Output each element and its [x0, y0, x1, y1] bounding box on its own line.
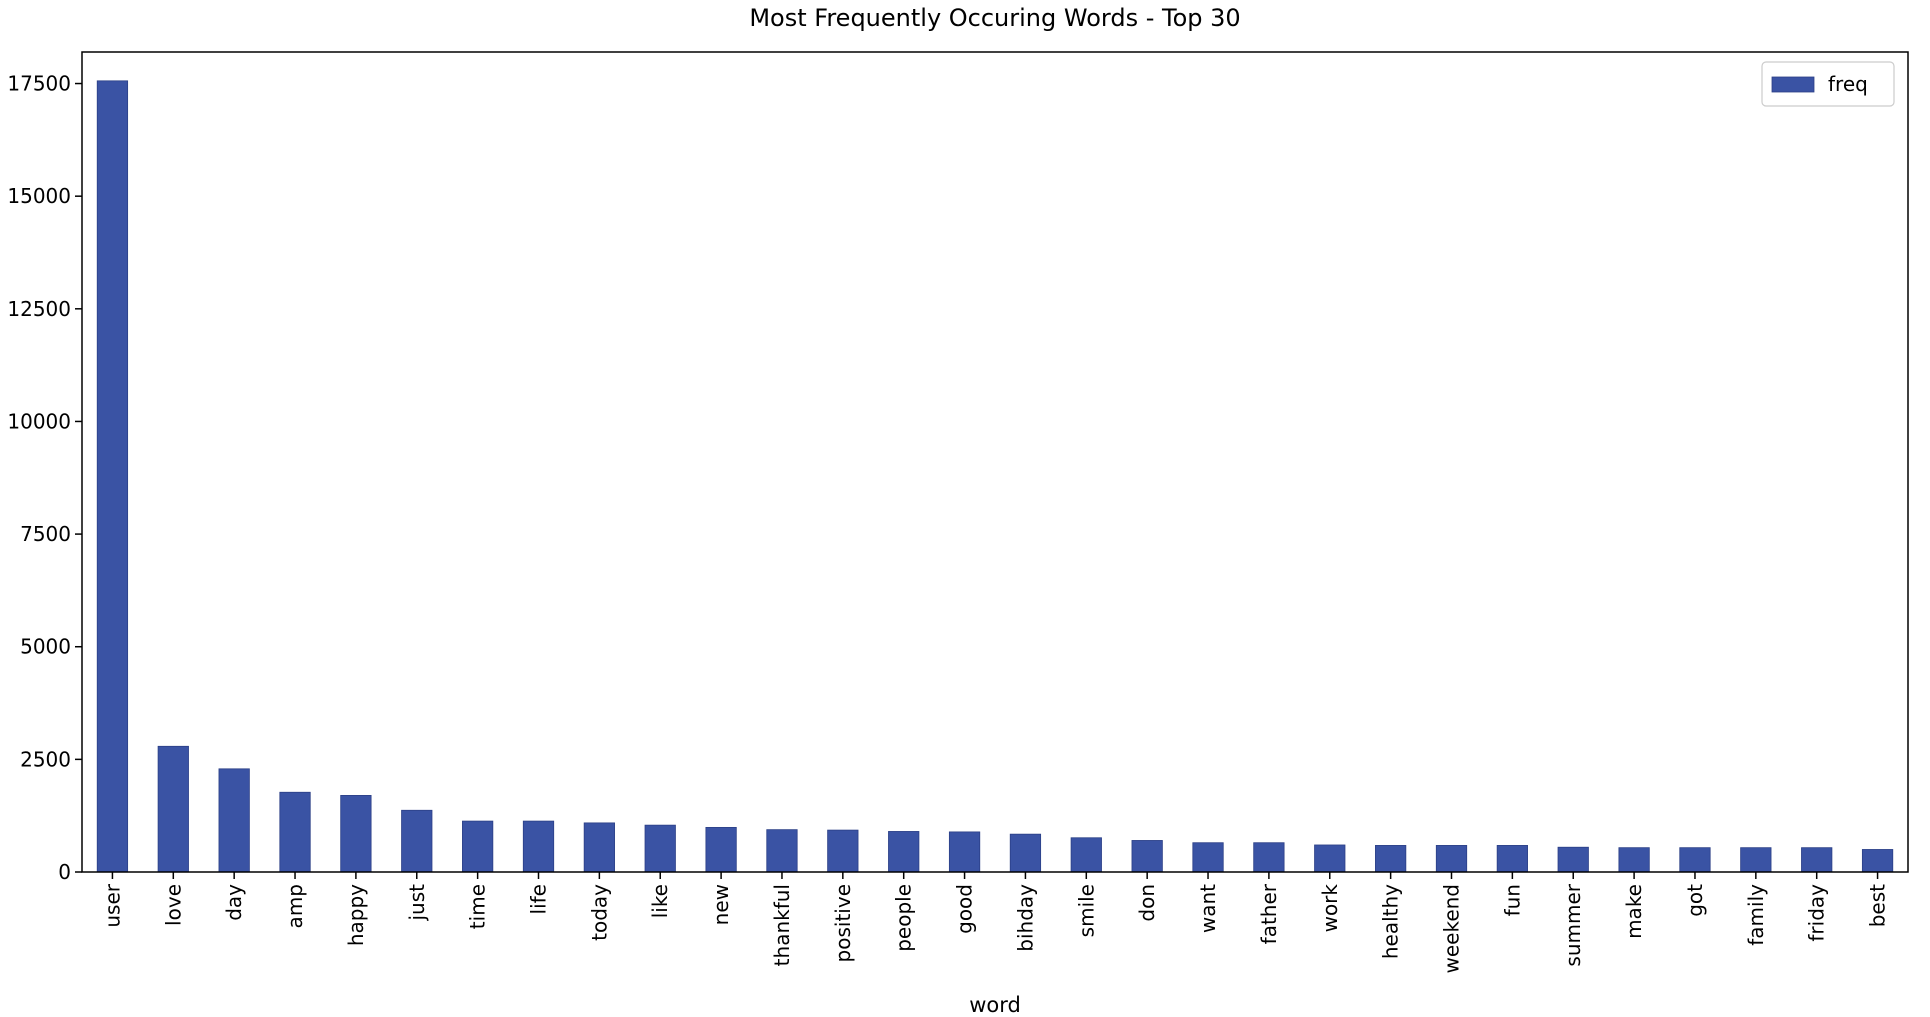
x-tick-label-weekend: weekend	[1440, 884, 1464, 974]
x-tick-label-father: father	[1257, 883, 1281, 944]
x-axis-ticks: user love day amp happy just time life today like…	[100, 872, 1890, 974]
x-tick-label-don: don	[1135, 884, 1159, 922]
x-tick-label-thankful: thankful	[770, 884, 794, 966]
bar-make	[1618, 847, 1650, 873]
x-tick-label-positive: positive	[831, 884, 855, 962]
bar-smile	[1070, 837, 1102, 873]
bar-new	[705, 826, 737, 873]
x-axis-label: word	[969, 993, 1021, 1017]
x-tick-label-got: got	[1683, 884, 1707, 917]
y-tick-label: 2500	[20, 747, 71, 771]
x-tick-label-family: family	[1744, 884, 1768, 946]
bar-got	[1679, 847, 1711, 873]
bar-want	[1192, 842, 1224, 873]
bars-group	[96, 80, 1894, 873]
bar-life	[522, 820, 555, 873]
x-tick-label-summer: summer	[1561, 883, 1585, 966]
bar-love	[157, 745, 189, 873]
plot-frame	[81, 51, 1909, 873]
x-tick-label-best: best	[1866, 884, 1890, 927]
x-tick-label-new: new	[709, 884, 733, 925]
x-tick-label-just: just	[405, 884, 429, 922]
x-tick-label-love: love	[161, 884, 185, 926]
bar-best	[1861, 849, 1894, 873]
bar-don	[1131, 840, 1163, 873]
bar-fun	[1496, 845, 1528, 873]
bar-father	[1253, 842, 1285, 873]
bar-people	[888, 831, 920, 873]
legend-swatch-freq	[1771, 76, 1815, 93]
bar-just	[401, 809, 433, 873]
x-tick-label-make: make	[1622, 884, 1646, 939]
bar-family	[1740, 847, 1772, 873]
x-tick-label-like: like	[648, 884, 672, 918]
x-tick-label-bihday: bihday	[1013, 884, 1037, 952]
bar-thankful	[766, 829, 798, 873]
bar-like	[644, 824, 676, 873]
bar-summer	[1557, 846, 1589, 873]
bar-good	[948, 831, 981, 873]
x-tick-label-happy: happy	[344, 884, 368, 946]
y-tick-label: 5000	[20, 635, 71, 659]
y-tick-label: 0	[58, 860, 71, 884]
y-tick-label: 7500	[20, 522, 71, 546]
bar-bihday	[1009, 833, 1042, 873]
bar-weekend	[1435, 845, 1468, 873]
x-tick-label-life: life	[527, 884, 551, 914]
legend: freq	[1761, 61, 1895, 107]
x-tick-label-time: time	[466, 884, 490, 929]
x-tick-label-user: user	[100, 883, 124, 927]
x-tick-label-smile: smile	[1074, 884, 1098, 937]
x-tick-label-want: want	[1196, 884, 1220, 933]
x-tick-label-good: good	[953, 884, 977, 934]
bar-time	[462, 820, 494, 873]
x-tick-label-friday: friday	[1805, 884, 1829, 942]
y-tick-label: 15000	[7, 184, 71, 208]
bar-positive	[827, 829, 859, 873]
x-tick-label-work: work	[1318, 884, 1342, 933]
bar-day	[218, 768, 250, 873]
legend-label-freq: freq	[1828, 72, 1868, 96]
y-tick-label: 17500	[7, 72, 71, 96]
chart-title: Most Frequently Occuring Words - Top 30	[749, 4, 1240, 32]
x-tick-label-healthy: healthy	[1379, 884, 1403, 959]
bar-today	[583, 822, 615, 873]
y-axis-ticks: 0 2500 5000 7500 10000 12500 15000 17500	[7, 72, 82, 884]
x-tick-label-amp: amp	[283, 884, 307, 928]
x-tick-label-today: today	[587, 884, 611, 941]
x-tick-label-people: people	[892, 884, 916, 952]
x-tick-label-fun: fun	[1500, 884, 1524, 916]
bar-healthy	[1375, 845, 1407, 873]
legend-box	[1761, 61, 1895, 107]
bar-work	[1314, 844, 1346, 873]
bar-amp	[279, 791, 311, 873]
bar-friday	[1801, 847, 1833, 873]
y-tick-label: 12500	[7, 297, 71, 321]
y-tick-label: 10000	[7, 409, 71, 433]
bar-happy	[340, 795, 372, 873]
x-tick-label-day: day	[222, 884, 246, 921]
bar-user	[96, 80, 129, 873]
